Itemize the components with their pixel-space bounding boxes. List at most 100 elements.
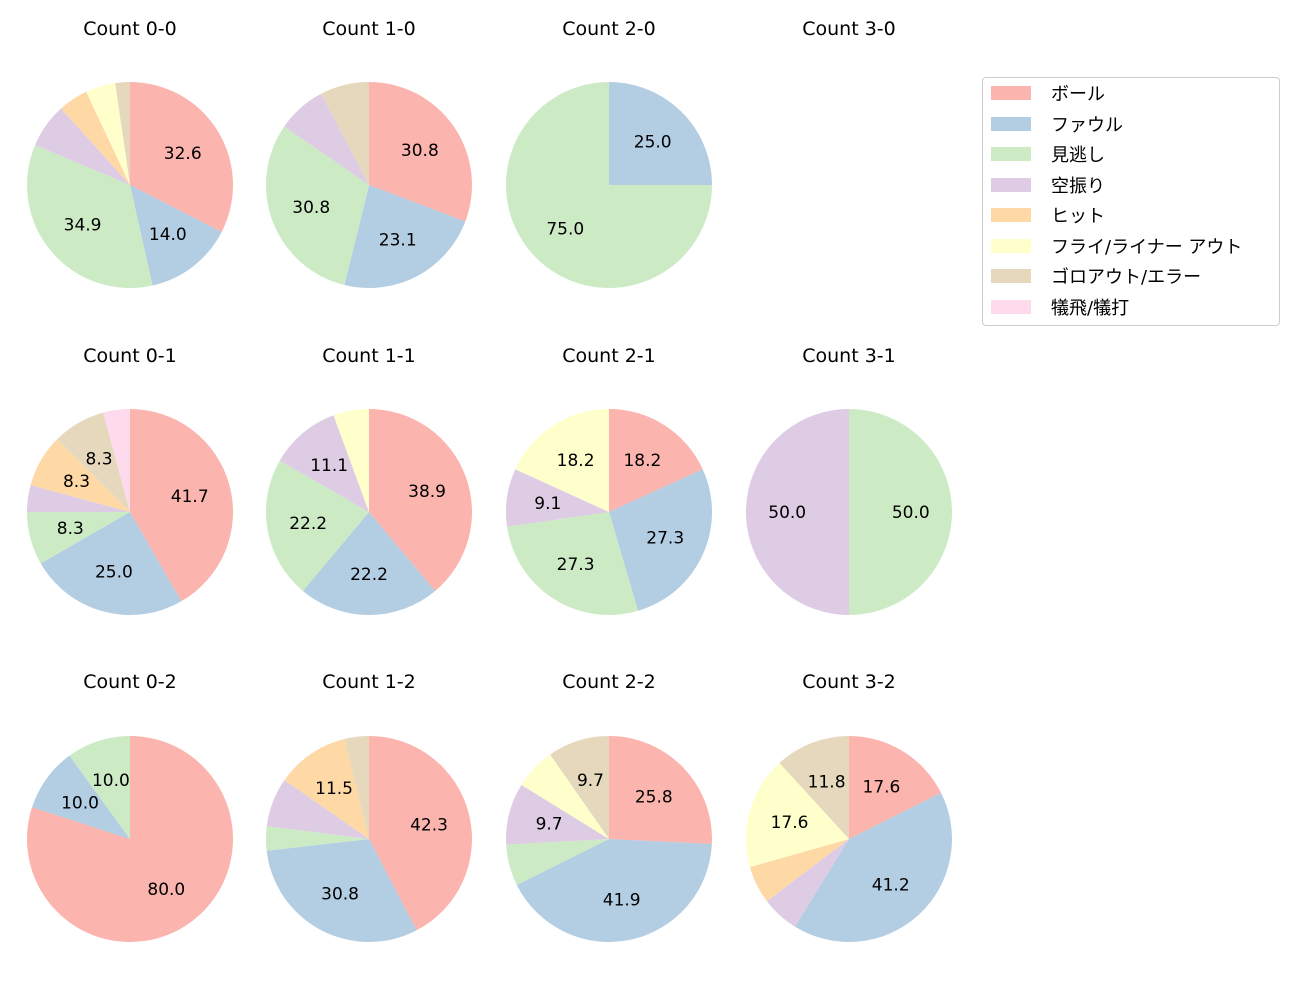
legend-item: ファウル <box>991 114 1123 136</box>
pie-slice <box>27 485 130 512</box>
slice-label: 38.9 <box>408 482 446 502</box>
pie-slice <box>266 826 369 851</box>
pie-slice <box>32 755 130 839</box>
pie-slice <box>516 839 712 942</box>
pie-slice <box>57 412 131 512</box>
pie-slice <box>344 736 369 839</box>
pie-slice <box>794 792 952 942</box>
pie-slice <box>506 784 609 845</box>
legend-item: ゴロアウト/エラー <box>991 266 1201 288</box>
slice-label: 10.0 <box>92 771 130 791</box>
slice-label: 75.0 <box>546 220 584 240</box>
legend-swatch <box>991 86 1031 100</box>
pie-slice <box>849 735 942 839</box>
legend-swatch <box>991 208 1031 222</box>
slice-label: 41.9 <box>603 890 641 910</box>
pie-title: Count 0-1 <box>83 345 177 367</box>
pie-title: Count 3-0 <box>802 18 896 40</box>
legend-swatch <box>991 269 1031 283</box>
pie-slice <box>766 839 849 927</box>
slice-label: 30.8 <box>401 141 439 161</box>
legend-label: ヒット <box>1051 206 1105 227</box>
pie-title: Count 2-2 <box>562 671 656 693</box>
pie-slice <box>302 512 436 615</box>
pie-slice <box>849 409 952 615</box>
slice-label: 14.0 <box>149 225 187 245</box>
slice-label: 25.0 <box>95 563 133 583</box>
slice-label: 42.3 <box>410 815 448 835</box>
slice-label: 25.0 <box>634 132 672 152</box>
pie-slice <box>521 754 609 839</box>
pie-slice <box>27 145 153 288</box>
slice-label: 30.8 <box>321 885 359 905</box>
pie-title: Count 3-2 <box>802 671 896 693</box>
slice-label: 41.7 <box>171 487 209 507</box>
legend-swatch <box>991 238 1031 253</box>
pie-slice <box>369 736 472 931</box>
pie-title: Count 1-1 <box>322 345 416 367</box>
pie-slice <box>266 460 369 591</box>
legend-swatch <box>991 116 1031 131</box>
slice-label: 9.1 <box>534 494 561 514</box>
slice-label: 11.8 <box>808 772 846 792</box>
legend-label: 空振り <box>1051 175 1105 197</box>
pie-slice <box>609 409 703 512</box>
pie-slice <box>515 409 609 512</box>
pie-slice <box>69 736 130 839</box>
pie-slice <box>506 82 712 288</box>
pie-title: Count 1-2 <box>322 671 416 693</box>
legend-item: ヒット <box>991 205 1105 227</box>
legend-item: フライ/ライナー アウト <box>991 236 1243 258</box>
pie-title: Count 2-0 <box>562 18 656 40</box>
slice-label: 41.2 <box>872 876 910 896</box>
pie-slice <box>609 736 712 845</box>
legend-item: 見逃し <box>991 144 1105 166</box>
pie-slice <box>266 839 417 942</box>
legend-label: 犠飛/犠打 <box>1051 297 1130 319</box>
slice-label: 11.1 <box>310 456 348 476</box>
pie-slice <box>86 83 130 185</box>
pie-slice <box>506 469 609 527</box>
pie-slice <box>130 409 233 602</box>
slice-label: 11.5 <box>315 779 353 799</box>
slice-label: 17.6 <box>771 813 809 833</box>
slice-label: 32.6 <box>164 144 202 164</box>
slice-label: 17.6 <box>863 777 901 797</box>
slice-label: 18.2 <box>557 451 595 471</box>
slice-label: 22.2 <box>289 514 327 534</box>
pie-slice <box>284 93 369 185</box>
slice-label: 34.9 <box>64 216 102 236</box>
pie-title: Count 0-2 <box>83 671 177 693</box>
legend-item: ボール <box>991 83 1105 105</box>
pie-slice <box>550 736 609 839</box>
slice-label: 8.3 <box>86 450 113 470</box>
pie-slice <box>609 82 712 185</box>
pie-slice <box>130 82 233 232</box>
slice-label: 22.2 <box>350 565 388 585</box>
pie-slice <box>115 82 130 185</box>
pie-slice <box>61 91 130 185</box>
legend-label: 見逃し <box>1051 145 1105 166</box>
legend-label: ボール <box>1051 84 1105 105</box>
pie-slice <box>40 512 182 615</box>
pie-slice <box>26 736 233 943</box>
pie-title: Count 3-1 <box>802 345 896 367</box>
pie-slice <box>749 839 849 902</box>
slice-label: 30.8 <box>292 198 330 218</box>
pie-slice <box>506 839 609 885</box>
legend-label: ファウル <box>1051 114 1123 136</box>
slice-label: 27.3 <box>557 555 595 575</box>
pie-slice <box>265 126 369 286</box>
pie-title: Count 0-0 <box>83 18 177 40</box>
pie-slice <box>369 409 473 591</box>
slice-label: 25.8 <box>635 787 673 807</box>
legend-label: フライ/ライナー アウト <box>1051 236 1243 258</box>
pie-slice <box>103 409 130 512</box>
pie-slice <box>279 415 369 512</box>
slice-label: 9.7 <box>577 771 604 791</box>
slice-label: 50.0 <box>892 503 930 523</box>
slice-label: 23.1 <box>379 231 417 251</box>
pie-title: Count 1-0 <box>322 18 416 40</box>
